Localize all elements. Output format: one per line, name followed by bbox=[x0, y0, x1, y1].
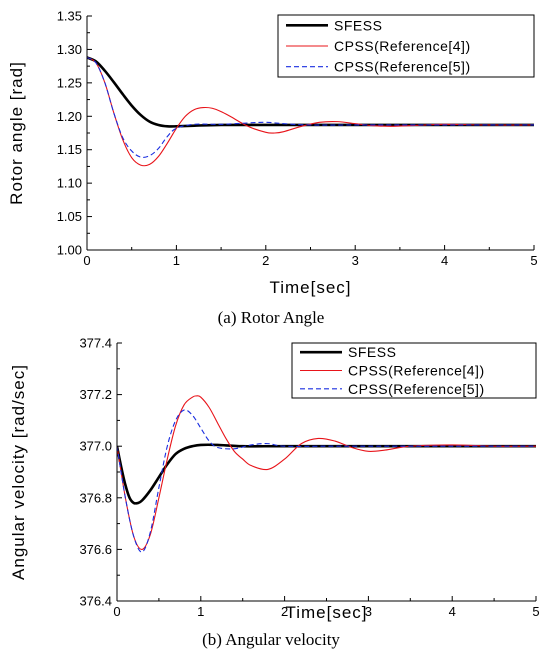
y-tick-label: 377.0 bbox=[79, 439, 112, 454]
legend-label-1: CPSS(Reference[4]) bbox=[334, 38, 471, 54]
series-line-1 bbox=[117, 395, 536, 550]
x-tick-label: 2 bbox=[262, 253, 269, 268]
legend-label-2: CPSS(Reference[5]) bbox=[334, 59, 471, 75]
x-tick-label: 0 bbox=[113, 604, 120, 619]
x-tick-label: 4 bbox=[449, 604, 456, 619]
x-tick-label: 3 bbox=[352, 253, 359, 268]
y-tick-label: 1.15 bbox=[57, 142, 82, 157]
series-line-2 bbox=[117, 409, 536, 553]
y-axis-label: Rotor angle [rad] bbox=[7, 61, 26, 205]
legend-label-1: CPSS(Reference[4]) bbox=[348, 363, 485, 379]
y-tick-label: 1.20 bbox=[57, 109, 82, 124]
y-tick-label: 377.2 bbox=[79, 387, 112, 402]
series-line-1 bbox=[87, 56, 534, 167]
y-tick-label: 376.4 bbox=[79, 594, 112, 609]
figure-caption: (a) Rotor Angle bbox=[218, 308, 325, 327]
figure-caption: (b) Angular velocity bbox=[202, 630, 340, 649]
x-axis-label: Time[sec] bbox=[269, 278, 351, 297]
y-tick-label: 1.05 bbox=[57, 209, 82, 224]
series-line-0 bbox=[117, 443, 536, 505]
x-tick-label: 1 bbox=[173, 253, 180, 268]
x-tick-label: 5 bbox=[532, 604, 539, 619]
legend-label-2: CPSS(Reference[5]) bbox=[348, 381, 485, 397]
y-tick-label: 1.30 bbox=[57, 42, 82, 57]
x-tick-label: 5 bbox=[530, 253, 537, 268]
angular-velocity-chart: 0 1 2 3 4 5 376.4 376.6 376.8 377.0 377.2 377.4 Time… bbox=[9, 336, 540, 650]
y-tick-label: 1.00 bbox=[57, 243, 82, 258]
y-tick-label: 376.6 bbox=[79, 542, 112, 557]
x-tick-label: 0 bbox=[83, 253, 90, 268]
legend-label-0: SFESS bbox=[334, 17, 382, 33]
x-axis-label: Time[sec] bbox=[285, 603, 367, 622]
x-tick-label: 4 bbox=[441, 253, 448, 268]
y-tick-label: 376.8 bbox=[79, 490, 112, 505]
y-tick-label: 1.35 bbox=[57, 9, 82, 24]
series-line-2 bbox=[87, 56, 534, 158]
x-tick-label: 1 bbox=[197, 604, 204, 619]
rotor-angle-chart: 0 1 2 3 4 5 1.00 1.05 1.10 1.15 1.20 1.25 1.30 1.35 Ti… bbox=[7, 9, 538, 328]
y-axis-label: Angular velocity [rad/sec] bbox=[9, 364, 28, 580]
legend-label-0: SFESS bbox=[348, 344, 396, 360]
series-line-0 bbox=[87, 56, 534, 128]
y-tick-label: 1.25 bbox=[57, 75, 82, 90]
y-tick-label: 377.4 bbox=[79, 336, 112, 351]
x-tick-label: 2 bbox=[281, 604, 288, 619]
x-tick-label: 3 bbox=[365, 604, 372, 619]
y-tick-label: 1.10 bbox=[57, 176, 82, 191]
